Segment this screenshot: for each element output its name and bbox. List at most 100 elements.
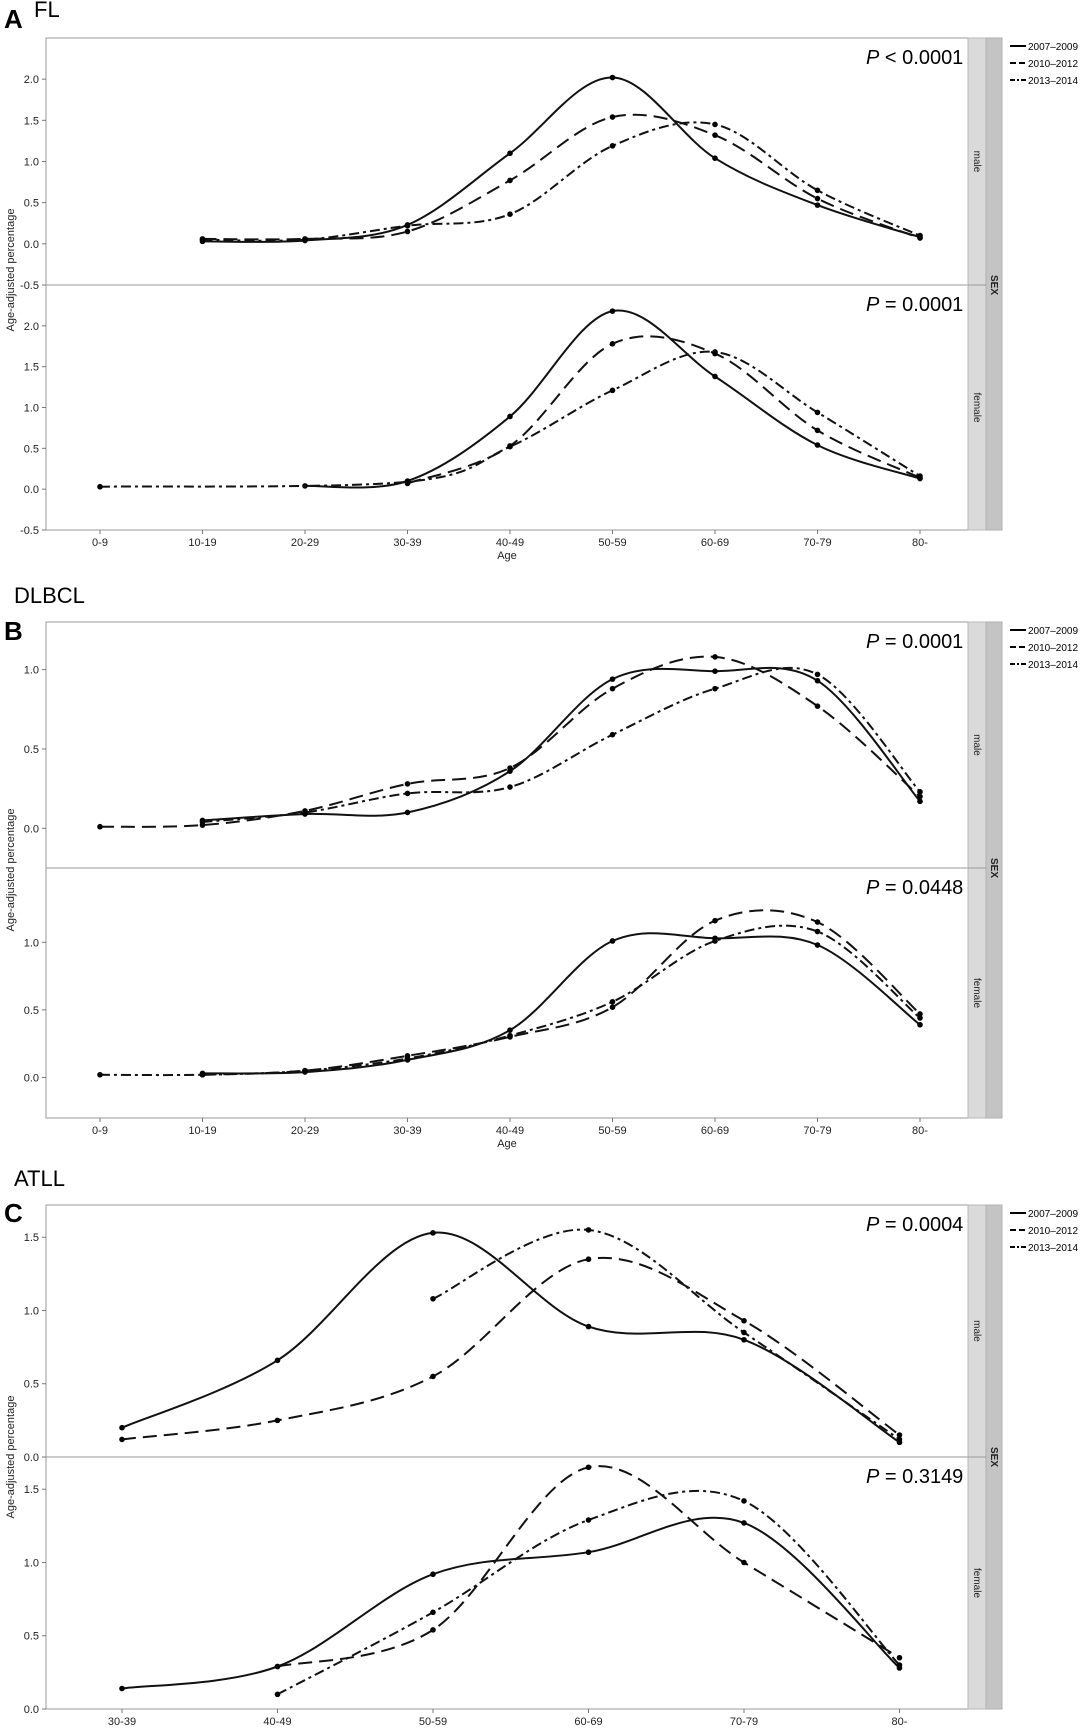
p-symbol: P <box>866 877 880 899</box>
y-tick-label: 0.5 <box>24 1631 39 1643</box>
data-point <box>896 1654 903 1661</box>
data-point <box>585 1256 592 1263</box>
data-point <box>199 236 206 243</box>
y-tick-label: 0.0 <box>24 239 39 251</box>
facet-label-male: male <box>971 734 982 756</box>
y-tick-label: 2.0 <box>24 74 39 86</box>
y-tick-label: 1.5 <box>24 362 39 374</box>
data-point <box>712 373 718 380</box>
data-point <box>814 677 821 684</box>
x-tick-label: 0-9 <box>92 1125 108 1137</box>
panel-letter: C <box>4 1198 23 1228</box>
y-tick-label: 0.0 <box>24 823 39 835</box>
data-point <box>507 784 513 790</box>
y-tick-label: 1.0 <box>24 403 39 415</box>
data-point <box>917 793 923 800</box>
data-point <box>430 1230 436 1236</box>
x-tick-label: 60-69 <box>701 1125 729 1137</box>
data-point <box>741 1559 747 1566</box>
data-point <box>430 1609 436 1616</box>
data-point <box>585 1227 592 1233</box>
data-point <box>274 1663 281 1670</box>
data-point <box>609 1004 616 1010</box>
data-point <box>274 1357 281 1364</box>
p-symbol: P <box>866 631 880 653</box>
panel-title: ATLL <box>14 1166 65 1191</box>
sex-strip <box>985 37 1003 531</box>
x-tick-label: 50-59 <box>598 537 626 549</box>
data-point <box>741 1317 747 1324</box>
legend-label: 2007–2009 <box>1028 626 1078 637</box>
data-point <box>507 413 513 420</box>
y-tick-label: -0.5 <box>20 525 39 537</box>
x-tick-label: 0-9 <box>92 537 108 549</box>
facet-strip <box>967 621 987 1119</box>
facet-strip <box>967 37 987 531</box>
series-line-dashdot <box>432 1228 901 1441</box>
data-point <box>404 479 411 485</box>
data-point <box>712 349 718 355</box>
p-value: P = 0.3149 <box>866 1466 963 1488</box>
facet-label-male: male <box>971 1320 982 1342</box>
y-tick-label: 0.0 <box>24 484 39 496</box>
y-tick-label: 1.5 <box>24 1232 39 1244</box>
data-point <box>814 409 821 416</box>
data-point <box>814 195 821 202</box>
data-point <box>814 442 821 448</box>
legend-label: 2007–2009 <box>1028 1209 1078 1220</box>
y-tick-label: 0.0 <box>24 1072 39 1084</box>
facet-label-male: male <box>971 151 982 173</box>
data-point <box>609 731 616 738</box>
x-tick-label: 50-59 <box>598 1125 626 1137</box>
panel-title: DLBCL <box>14 583 85 608</box>
data-point <box>507 765 513 771</box>
x-tick-label: 30-39 <box>393 1125 421 1137</box>
y-tick-label: 0.5 <box>24 198 39 210</box>
y-tick-label: 1.5 <box>24 1484 39 1496</box>
data-point <box>917 1021 923 1028</box>
data-point <box>609 685 616 692</box>
series-line-solid <box>121 1516 901 1690</box>
y-axis-title: Age-adjusted percentage <box>5 209 17 332</box>
data-point <box>585 1517 592 1523</box>
x-tick-label: 70-79 <box>730 1716 758 1728</box>
data-point <box>814 202 821 208</box>
x-tick-label: 70-79 <box>803 1125 831 1137</box>
sex-strip-label: SEX <box>988 275 999 295</box>
data-point <box>199 819 206 825</box>
legend-label: 2013–2014 <box>1028 660 1078 671</box>
data-point <box>609 998 616 1005</box>
data-point <box>896 1436 903 1443</box>
y-axis-title: Age-adjusted percentage <box>5 809 17 932</box>
y-tick-label: 1.0 <box>24 937 39 949</box>
data-point <box>814 942 821 948</box>
y-tick-label: 1.0 <box>24 1557 39 1569</box>
p-value-text: = 0.0001 <box>879 631 963 653</box>
legend-label: 2007–2009 <box>1028 42 1078 53</box>
data-point <box>507 443 513 450</box>
data-point <box>119 1685 125 1692</box>
x-tick-label: 10-19 <box>188 1125 216 1137</box>
y-tick-label: 0.0 <box>24 1452 39 1464</box>
data-point <box>814 671 821 678</box>
data-point <box>609 676 616 682</box>
y-tick-label: 1.5 <box>24 115 39 127</box>
data-point <box>814 187 821 194</box>
facet-label-female: female <box>971 392 982 422</box>
x-tick-label: 60-69 <box>701 537 729 549</box>
data-point <box>97 483 103 490</box>
data-point <box>917 789 923 795</box>
series-line-dash <box>407 335 921 485</box>
panel-a: A FL SEX 0-9 10-19 20-29 30-39 40-49 50-59 60-69 7… <box>4 0 1078 562</box>
p-value: P < 0.0001 <box>866 47 963 69</box>
p-symbol: P <box>866 47 880 69</box>
x-tick-label: 60-69 <box>574 1716 602 1728</box>
p-symbol: P <box>866 294 880 316</box>
data-point <box>917 798 923 805</box>
data-point <box>896 1662 903 1668</box>
data-point <box>712 155 718 162</box>
data-point <box>507 177 513 184</box>
facet-female: female 0.0 0.5 1.0 P = 0.0448 <box>24 877 982 1084</box>
data-point <box>97 823 103 830</box>
p-value: P = 0.0001 <box>866 294 963 316</box>
